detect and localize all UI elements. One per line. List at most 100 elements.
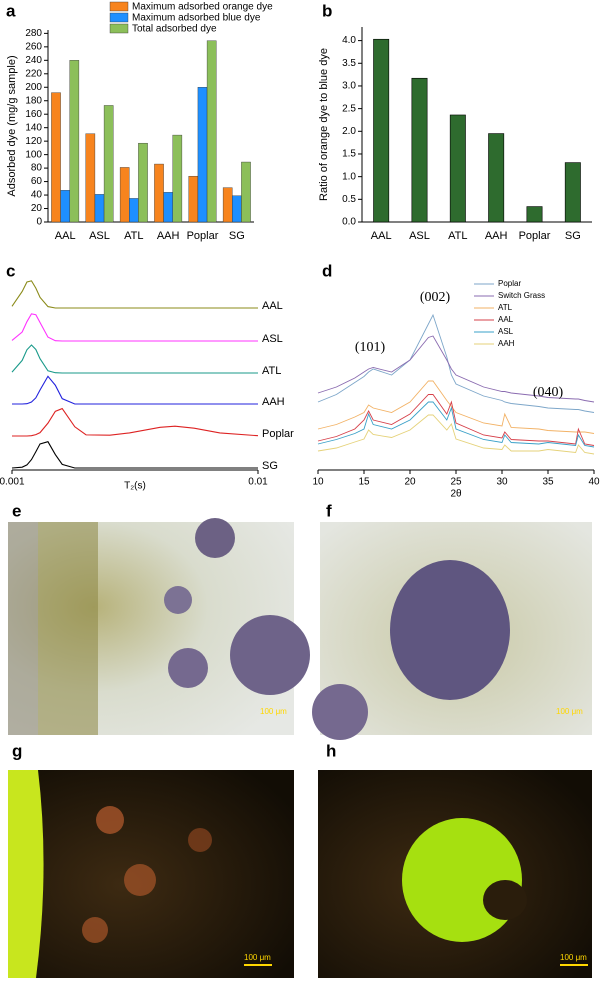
bar [51,92,61,223]
bar [85,133,96,223]
y-tick-label: 0.5 [342,194,356,205]
bar [449,114,466,223]
y-tick-label: 0 [36,217,42,228]
y-tick-label: 180 [25,95,42,106]
x-tick-label: ATL [448,230,467,242]
y-tick-label: 140 [25,122,42,133]
y-tick-label: 2.0 [342,126,356,137]
x-tick-label: 30 [496,477,508,488]
micrograph-g: 100 μm [8,770,294,978]
x-tick-label: SG [565,230,581,242]
legend-label: Maximum adsorbed orange dye [132,2,273,13]
micrograph-h: 100 μm [318,770,592,978]
bar [411,77,428,223]
bar [119,167,130,223]
bar [488,133,505,223]
x-tick-label: Poplar [519,230,551,242]
legend-label: AAH [498,339,515,348]
y-tick-label: 280 [25,28,42,39]
y-tick-label: 4.0 [342,35,356,46]
annotation: (101) [355,340,386,355]
x-tick-label: 35 [542,477,554,488]
legend-label: AAL [498,315,514,324]
bar [241,161,251,223]
legend-label: Poplar [498,279,521,288]
y-tick-label: 200 [25,82,42,93]
y-axis-label: Adsorbed dye (mg/g sample) [6,55,18,196]
x-axis-label: T₂(s) [124,481,146,492]
legend-swatch [109,23,129,34]
legend-label: Switch Grass [498,291,545,300]
x-tick-label: 10 [312,477,324,488]
y-tick-label: 80 [31,163,43,174]
panel-label: b [322,1,332,20]
legend-label: ATL [498,303,513,312]
bar [222,187,233,223]
x-tick-label: AAH [157,230,180,242]
series-label: ATL [262,365,281,377]
x-tick-label: ASL [409,230,430,242]
series-line [11,344,258,374]
bar [197,87,208,223]
legend-label: Maximum adsorbed blue dye [132,13,261,24]
bar [60,190,70,223]
micrograph-f: 100 μm [312,522,592,740]
y-tick-label: 260 [25,41,42,52]
annotation: (040) [533,385,564,400]
panel-label: h [326,741,336,760]
series-label: AAL [262,300,283,312]
y-axis-label: Ratio of orange dye to blue dye [318,48,330,201]
series-label: Poplar [262,428,294,440]
y-tick-label: 60 [31,176,43,187]
y-tick-label: 40 [31,190,43,201]
bar [94,194,105,223]
scale-bar-label: 100 μm [560,953,587,962]
x-tick-label: 15 [358,477,370,488]
bar [103,105,114,223]
bar [232,195,242,223]
series-line [317,414,595,455]
series-line [11,280,258,309]
bar [172,134,183,223]
bar [188,175,199,223]
x-tick-label: AAL [55,230,76,242]
bar [129,198,139,223]
series-label: AAH [262,396,285,408]
legend-label: ASL [498,327,514,336]
y-tick-label: 240 [25,55,42,66]
bar [564,162,581,223]
scale-bar-label: 100 μm [244,953,271,962]
y-tick-label: 100 [25,149,42,160]
legend-swatch [109,12,129,23]
x-tick-label: AAH [485,230,508,242]
scale-bar-label: 100 μm [260,707,287,716]
bar [373,38,390,223]
y-tick-label: 160 [25,109,42,120]
x-tick-label: Poplar [187,230,219,242]
series-label: SG [262,460,278,472]
x-tick-label: SG [229,230,245,242]
panel-label: a [6,1,16,20]
micrograph-e: 100 μm [8,518,310,735]
y-tick-label: 1.0 [342,171,356,182]
y-tick-label: 3.0 [342,81,356,92]
scale-bar-label: 100 μm [556,707,583,716]
series-line [317,394,595,446]
x-tick-label: ATL [124,230,143,242]
series-line [317,401,595,448]
series-line [12,407,259,437]
x-tick-label: 20 [404,477,416,488]
series-line [317,380,595,434]
x-tick-label: AAL [371,230,392,242]
y-tick-label: 1.5 [342,149,356,160]
legend-swatch [109,1,129,12]
y-tick-label: 3.5 [342,58,356,69]
series-line [11,313,258,342]
series-label: ASL [262,333,283,345]
legend-label: Total adsorbed dye [132,24,217,35]
panel-label: f [326,501,332,520]
series-line [12,375,258,405]
x-tick-label: 40 [588,477,600,488]
series-line [317,335,595,403]
